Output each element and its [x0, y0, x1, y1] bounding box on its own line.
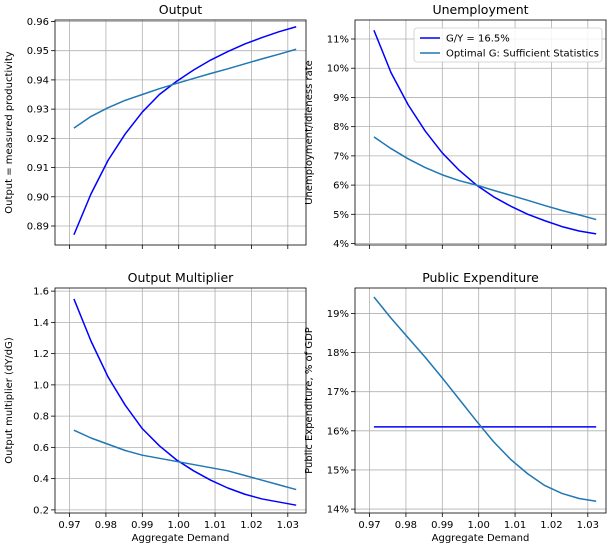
chart-title: Output Multiplier: [128, 270, 235, 285]
series-line-1: [73, 298, 297, 506]
axes-frame: [54, 287, 307, 514]
y-tick-label: 5%: [333, 210, 349, 221]
y-tick-label: 0.89: [27, 222, 49, 233]
y-tick-label: 14%: [327, 505, 349, 516]
legend-box: [413, 27, 603, 63]
y-tick-label: 16%: [327, 426, 349, 437]
chart-title: Public Expenditure: [422, 270, 539, 285]
y-tick-label: 10%: [327, 64, 349, 75]
chart-panel: 0.97 0.98 0.99 1.00 1.01 1.02 1.03 0.2 0.4 0.6 0.8…: [4, 270, 307, 544]
series-line-2: [73, 429, 297, 491]
y-tick-label: 7%: [333, 151, 349, 162]
legend-entry-2: Optimal G: Sufficient Statistics: [446, 49, 599, 60]
x-tick-label: 0.99: [131, 520, 153, 531]
y-tick-label: 0.90: [27, 192, 49, 203]
x-tick-label: 1.01: [504, 520, 526, 531]
y-tick-label: 1.0: [33, 380, 49, 391]
axes-frame: [54, 19, 307, 246]
x-tick-label: 1.00: [168, 520, 190, 531]
chart-panel: 0.97 0.98 0.99 1.00 1.01 1.02 1.03 14% 15% 16% 17%…: [304, 270, 607, 544]
y-axis-label: Unemployment/idleness rate: [304, 60, 315, 205]
y-tick-label: 0.94: [27, 75, 49, 86]
x-tick-label: 1.02: [540, 520, 562, 531]
x-tick-label: 0.97: [58, 520, 80, 531]
y-tick-label: 0.91: [27, 163, 49, 174]
y-tick-label: 0.8: [33, 412, 49, 423]
legend-entry-1: G/Y = 16.5%: [446, 34, 510, 45]
x-tick-label: 1.03: [577, 520, 599, 531]
legend: G/Y = 16.5% Optimal G: Sufficient Statist…: [413, 27, 603, 63]
y-tick-label: 0.2: [33, 505, 49, 516]
y-tick-label: 4%: [333, 239, 349, 250]
y-tick-label: 0.95: [27, 46, 49, 57]
x-tick-label: 1.01: [204, 520, 226, 531]
y-tick-label: 8%: [333, 122, 349, 133]
series-line-2: [373, 296, 597, 503]
y-tick-label: 0.93: [27, 105, 49, 116]
y-tick-label: 0.4: [33, 474, 49, 485]
y-tick-label: 9%: [333, 93, 349, 104]
axes-frame: [354, 19, 607, 246]
y-tick-label: 0.96: [27, 17, 49, 28]
x-tick-label: 0.99: [431, 520, 453, 531]
y-tick-label: 17%: [327, 387, 349, 398]
x-tick-label: 0.98: [95, 520, 117, 531]
y-axis-label: Output = measured productivity: [4, 51, 15, 213]
y-tick-label: 0.6: [33, 443, 49, 454]
series-line-2: [373, 136, 597, 221]
y-tick-label: 1.4: [33, 318, 49, 329]
y-tick-label: 1.2: [33, 349, 49, 360]
y-tick-label: 6%: [333, 181, 349, 192]
x-tick-label: 0.98: [395, 520, 417, 531]
y-tick-label: 11%: [327, 34, 349, 45]
series-line-1: [373, 29, 597, 235]
y-tick-label: 19%: [327, 309, 349, 320]
x-tick-label: 1.03: [277, 520, 299, 531]
y-axis-label: Output multiplier (dY/dG): [4, 337, 15, 464]
series-line-2: [73, 48, 297, 129]
series-line-1: [73, 25, 297, 236]
chart-panel: 4% 5% 6% 7% 8% 9% 10% 11% Unemployment Unemployme…: [304, 2, 607, 250]
axes-frame: [354, 287, 607, 514]
x-tick-label: 1.02: [240, 520, 262, 531]
x-tick-label: 1.00: [468, 520, 490, 531]
y-tick-label: 1.6: [33, 287, 49, 298]
y-axis-label: Public Expenditure, % of GDP: [304, 327, 315, 474]
x-axis-label: Aggregate Demand: [432, 533, 530, 544]
y-tick-label: 15%: [327, 465, 349, 476]
y-tick-label: 0.92: [27, 134, 49, 145]
y-tick-label: 18%: [327, 348, 349, 359]
chart-title: Output: [159, 2, 203, 17]
x-axis-label: Aggregate Demand: [132, 533, 230, 544]
chart-title: Unemployment: [432, 2, 528, 17]
x-tick-label: 0.97: [358, 520, 380, 531]
chart-panel: 0.89 0.90 0.91 0.92 0.93 0.94 0.95 0.96 Output Ou…: [4, 2, 307, 249]
